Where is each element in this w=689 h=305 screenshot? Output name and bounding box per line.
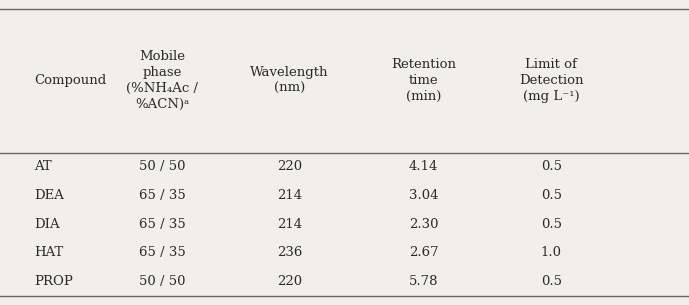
Text: 1.0: 1.0	[541, 246, 562, 259]
Text: DEA: DEA	[34, 189, 64, 202]
Text: 220: 220	[277, 160, 302, 173]
Text: 214: 214	[277, 218, 302, 231]
Text: Mobile
phase
(%NH₄Ac /
%ACN)ᵃ: Mobile phase (%NH₄Ac / %ACN)ᵃ	[126, 50, 198, 111]
Text: 65 / 35: 65 / 35	[138, 218, 185, 231]
Text: 214: 214	[277, 189, 302, 202]
Text: 2.30: 2.30	[409, 218, 438, 231]
Text: Retention
time
(min): Retention time (min)	[391, 58, 456, 103]
Text: 65 / 35: 65 / 35	[138, 189, 185, 202]
Text: 4.14: 4.14	[409, 160, 438, 173]
Text: 0.5: 0.5	[541, 189, 562, 202]
Text: 3.04: 3.04	[409, 189, 438, 202]
Text: 0.5: 0.5	[541, 218, 562, 231]
Text: 0.5: 0.5	[541, 160, 562, 173]
Text: AT: AT	[34, 160, 52, 173]
Text: 0.5: 0.5	[541, 275, 562, 288]
Text: 50 / 50: 50 / 50	[138, 275, 185, 288]
Text: 50 / 50: 50 / 50	[138, 160, 185, 173]
Text: DIA: DIA	[34, 218, 60, 231]
Text: Limit of
Detection
(mg L⁻¹): Limit of Detection (mg L⁻¹)	[519, 58, 584, 103]
Text: 2.67: 2.67	[409, 246, 438, 259]
Text: HAT: HAT	[34, 246, 63, 259]
Text: 65 / 35: 65 / 35	[138, 246, 185, 259]
Text: Compound: Compound	[34, 74, 107, 87]
Text: 5.78: 5.78	[409, 275, 438, 288]
Text: Wavelength
(nm): Wavelength (nm)	[250, 66, 329, 95]
Text: 220: 220	[277, 275, 302, 288]
Text: 236: 236	[277, 246, 302, 259]
Text: PROP: PROP	[34, 275, 73, 288]
